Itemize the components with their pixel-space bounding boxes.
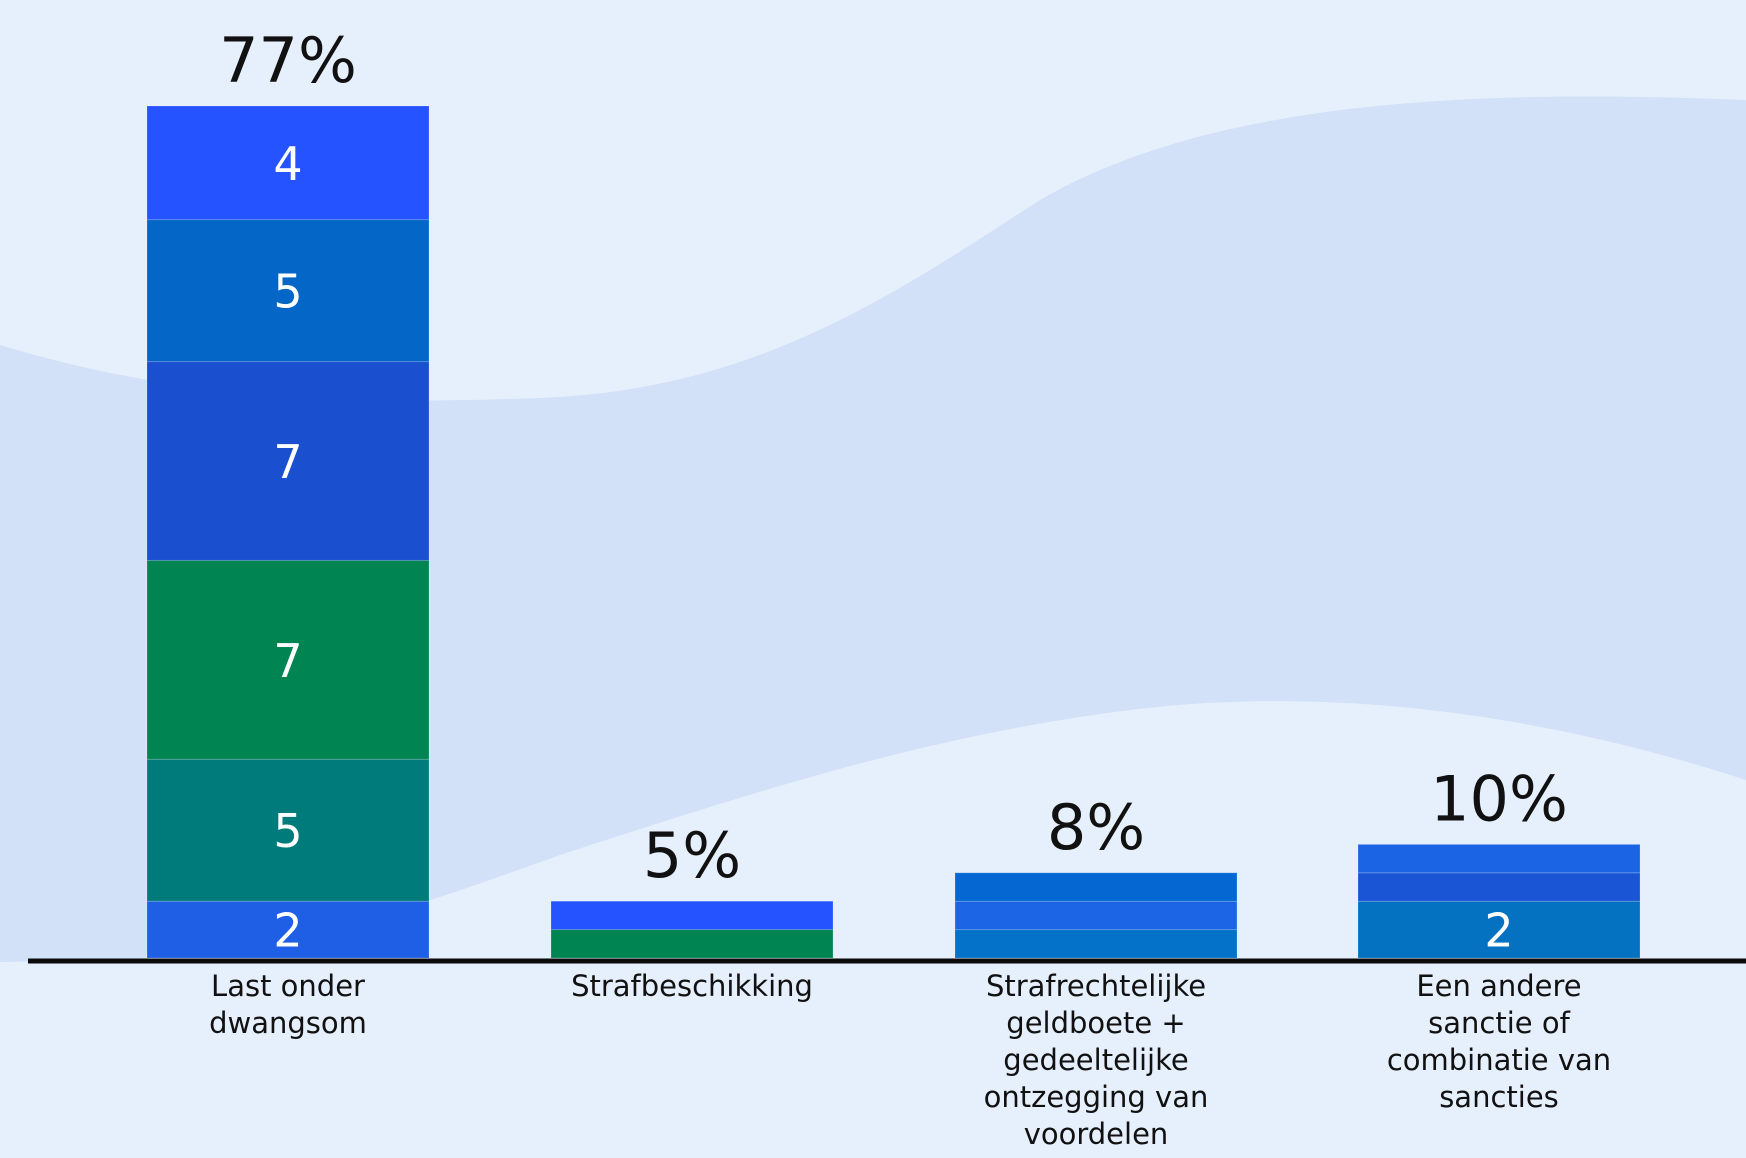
- bar-segment-1-1: [550, 900, 834, 931]
- category-label-line-2-1: geldboete +: [1006, 1006, 1185, 1040]
- bar-segment-2-1: [954, 900, 1238, 931]
- category-label-2: Strafrechtelijke geldboete + gedeeltelijke…: [984, 969, 1209, 1151]
- total-label-2: 8%: [1047, 791, 1145, 864]
- bar-segment-3-1: [1357, 872, 1641, 902]
- bar-segment-3-0: [1357, 900, 1641, 959]
- total-label-1: 5%: [643, 819, 741, 892]
- bar-segment-0-2: [146, 559, 430, 760]
- bars-layer: [146, 105, 1641, 959]
- category-label-line-2-2: gedeeltelijke: [1003, 1043, 1188, 1077]
- segment-label-0-2: 7: [273, 634, 302, 688]
- category-label-line-2-0: Strafrechtelijke: [986, 969, 1206, 1003]
- bar-segment-0-5: [146, 105, 430, 221]
- bar-segment-0-3: [146, 361, 430, 561]
- total-label-3: 10%: [1430, 762, 1568, 835]
- background-wave: [0, 96, 1746, 963]
- bar-segment-3-2: [1357, 843, 1641, 874]
- segment-label-0-1: 5: [273, 804, 302, 858]
- category-label-1: Strafbeschikking: [571, 969, 813, 1003]
- segment-label-0-4: 5: [273, 265, 302, 319]
- segment-label-3-0: 2: [1484, 904, 1513, 958]
- labels-layer: 2 5 7 7 5 4 77% Last onder dwangsom 5% Strafbeschi…: [209, 24, 1611, 1151]
- bar-segment-0-4: [146, 219, 430, 363]
- category-label-0: Last onder dwangsom: [209, 969, 367, 1040]
- total-label-0: 77%: [219, 24, 357, 97]
- category-label-line-0-1: dwangsom: [209, 1006, 367, 1040]
- category-label-line-3-3: sancties: [1439, 1080, 1559, 1114]
- bar-segment-0-1: [146, 758, 430, 902]
- category-label-line-1-0: Strafbeschikking: [571, 969, 813, 1003]
- segment-label-0-0: 2: [273, 904, 302, 958]
- category-label-line-3-2: combinatie van: [1387, 1043, 1611, 1077]
- bar-segment-2-0: [954, 929, 1238, 959]
- bar-segment-0-0: [146, 900, 430, 959]
- category-label-line-0-0: Last onder: [211, 969, 365, 1003]
- category-label-line-3-0: Een andere: [1416, 969, 1581, 1003]
- segment-label-0-3: 7: [273, 435, 302, 489]
- bar-segment-2-2: [954, 872, 1238, 902]
- category-label-line-2-3: ontzegging van: [984, 1080, 1209, 1114]
- category-label-line-3-1: sanctie of: [1428, 1006, 1570, 1040]
- bar-segment-1-0: [550, 929, 834, 959]
- segment-label-0-5: 4: [273, 137, 302, 191]
- category-label-line-2-4: voordelen: [1024, 1117, 1169, 1151]
- category-label-3: Een andere sanctie of combinatie van sancti…: [1387, 969, 1611, 1114]
